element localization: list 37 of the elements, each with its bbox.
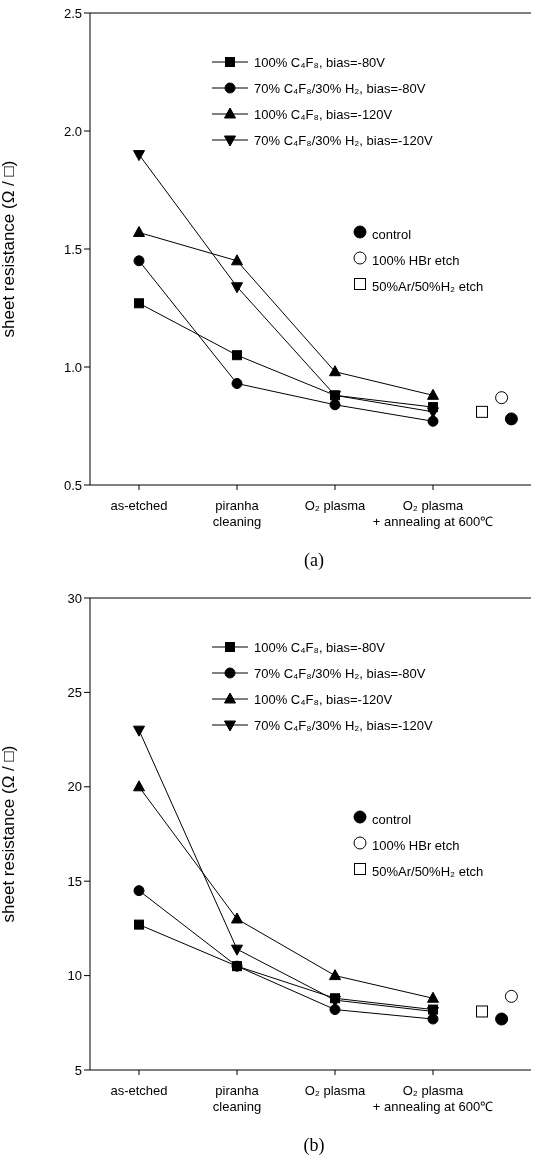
y-tick-label: 15 — [67, 873, 82, 889]
y-tick-label: 1.5 — [63, 241, 82, 257]
y-tick-label: 5 — [74, 1062, 82, 1078]
legend-label: 100% C₄F₈, bias=-120V — [254, 691, 393, 709]
legend-label: control — [372, 811, 412, 829]
legend-label: 70% C₄F₈/30% H₂, bias=-80V — [254, 665, 426, 683]
legend-label: 50%Ar/50%H₂ etch — [372, 863, 484, 881]
legend-label: 70% C₄F₈/30% H₂, bias=-80V — [254, 80, 426, 98]
y-tick-label: 30 — [67, 590, 82, 606]
x-tick-label: O₂ plasma — [304, 1083, 367, 1098]
x-tick-label: O₂ plasma + annealing at 600℃ — [372, 1083, 494, 1114]
legend-label: 100% HBr etch — [372, 837, 460, 855]
x-tick-label: as-etched — [110, 1083, 168, 1098]
text: (a) — [303, 549, 325, 572]
x-tick-label: O₂ plasma — [304, 498, 367, 513]
x-tick-label: as-etched — [110, 498, 168, 513]
y-tick-label: 2.5 — [63, 5, 82, 21]
legend-label: control — [372, 226, 412, 244]
legend-label: 100% HBr etch — [372, 252, 460, 270]
x-tick-label: piranha cleaning — [212, 498, 262, 529]
legend-label: 50%Ar/50%H₂ etch — [372, 278, 484, 296]
y-tick-label: 10 — [67, 968, 82, 984]
legend-label: 100% C₄F₈, bias=-80V — [254, 639, 386, 657]
y-tick-label: 0.5 — [63, 477, 82, 493]
y-tick-label: 20 — [67, 779, 82, 795]
x-tick-label: piranha cleaning — [212, 1083, 262, 1114]
legend-label: 100% C₄F₈, bias=-120V — [254, 106, 393, 124]
legend-label: 70% C₄F₈/30% H₂, bias=-120V — [254, 132, 433, 150]
y-tick-label: 2.0 — [63, 123, 82, 139]
legend-label: 100% C₄F₈, bias=-80V — [254, 54, 386, 72]
text: (b) — [302, 1134, 326, 1157]
legend-label: 70% C₄F₈/30% H₂, bias=-120V — [254, 717, 433, 735]
y-tick-label: 1.0 — [63, 359, 82, 375]
y-tick-label: 25 — [67, 685, 82, 701]
y-axis-title: sheet resistance (Ω / □) — [0, 745, 19, 923]
y-axis-title: sheet resistance (Ω / □) — [0, 160, 19, 338]
x-tick-label: O₂ plasma + annealing at 600℃ — [372, 498, 494, 529]
